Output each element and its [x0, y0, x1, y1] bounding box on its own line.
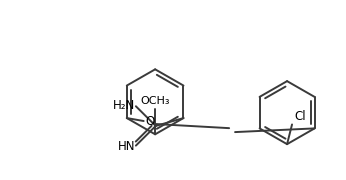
Text: HN: HN — [117, 140, 135, 153]
Text: O: O — [145, 116, 154, 129]
Text: Cl: Cl — [294, 111, 306, 123]
Text: H₂N: H₂N — [113, 99, 135, 112]
Text: OCH₃: OCH₃ — [140, 96, 170, 106]
